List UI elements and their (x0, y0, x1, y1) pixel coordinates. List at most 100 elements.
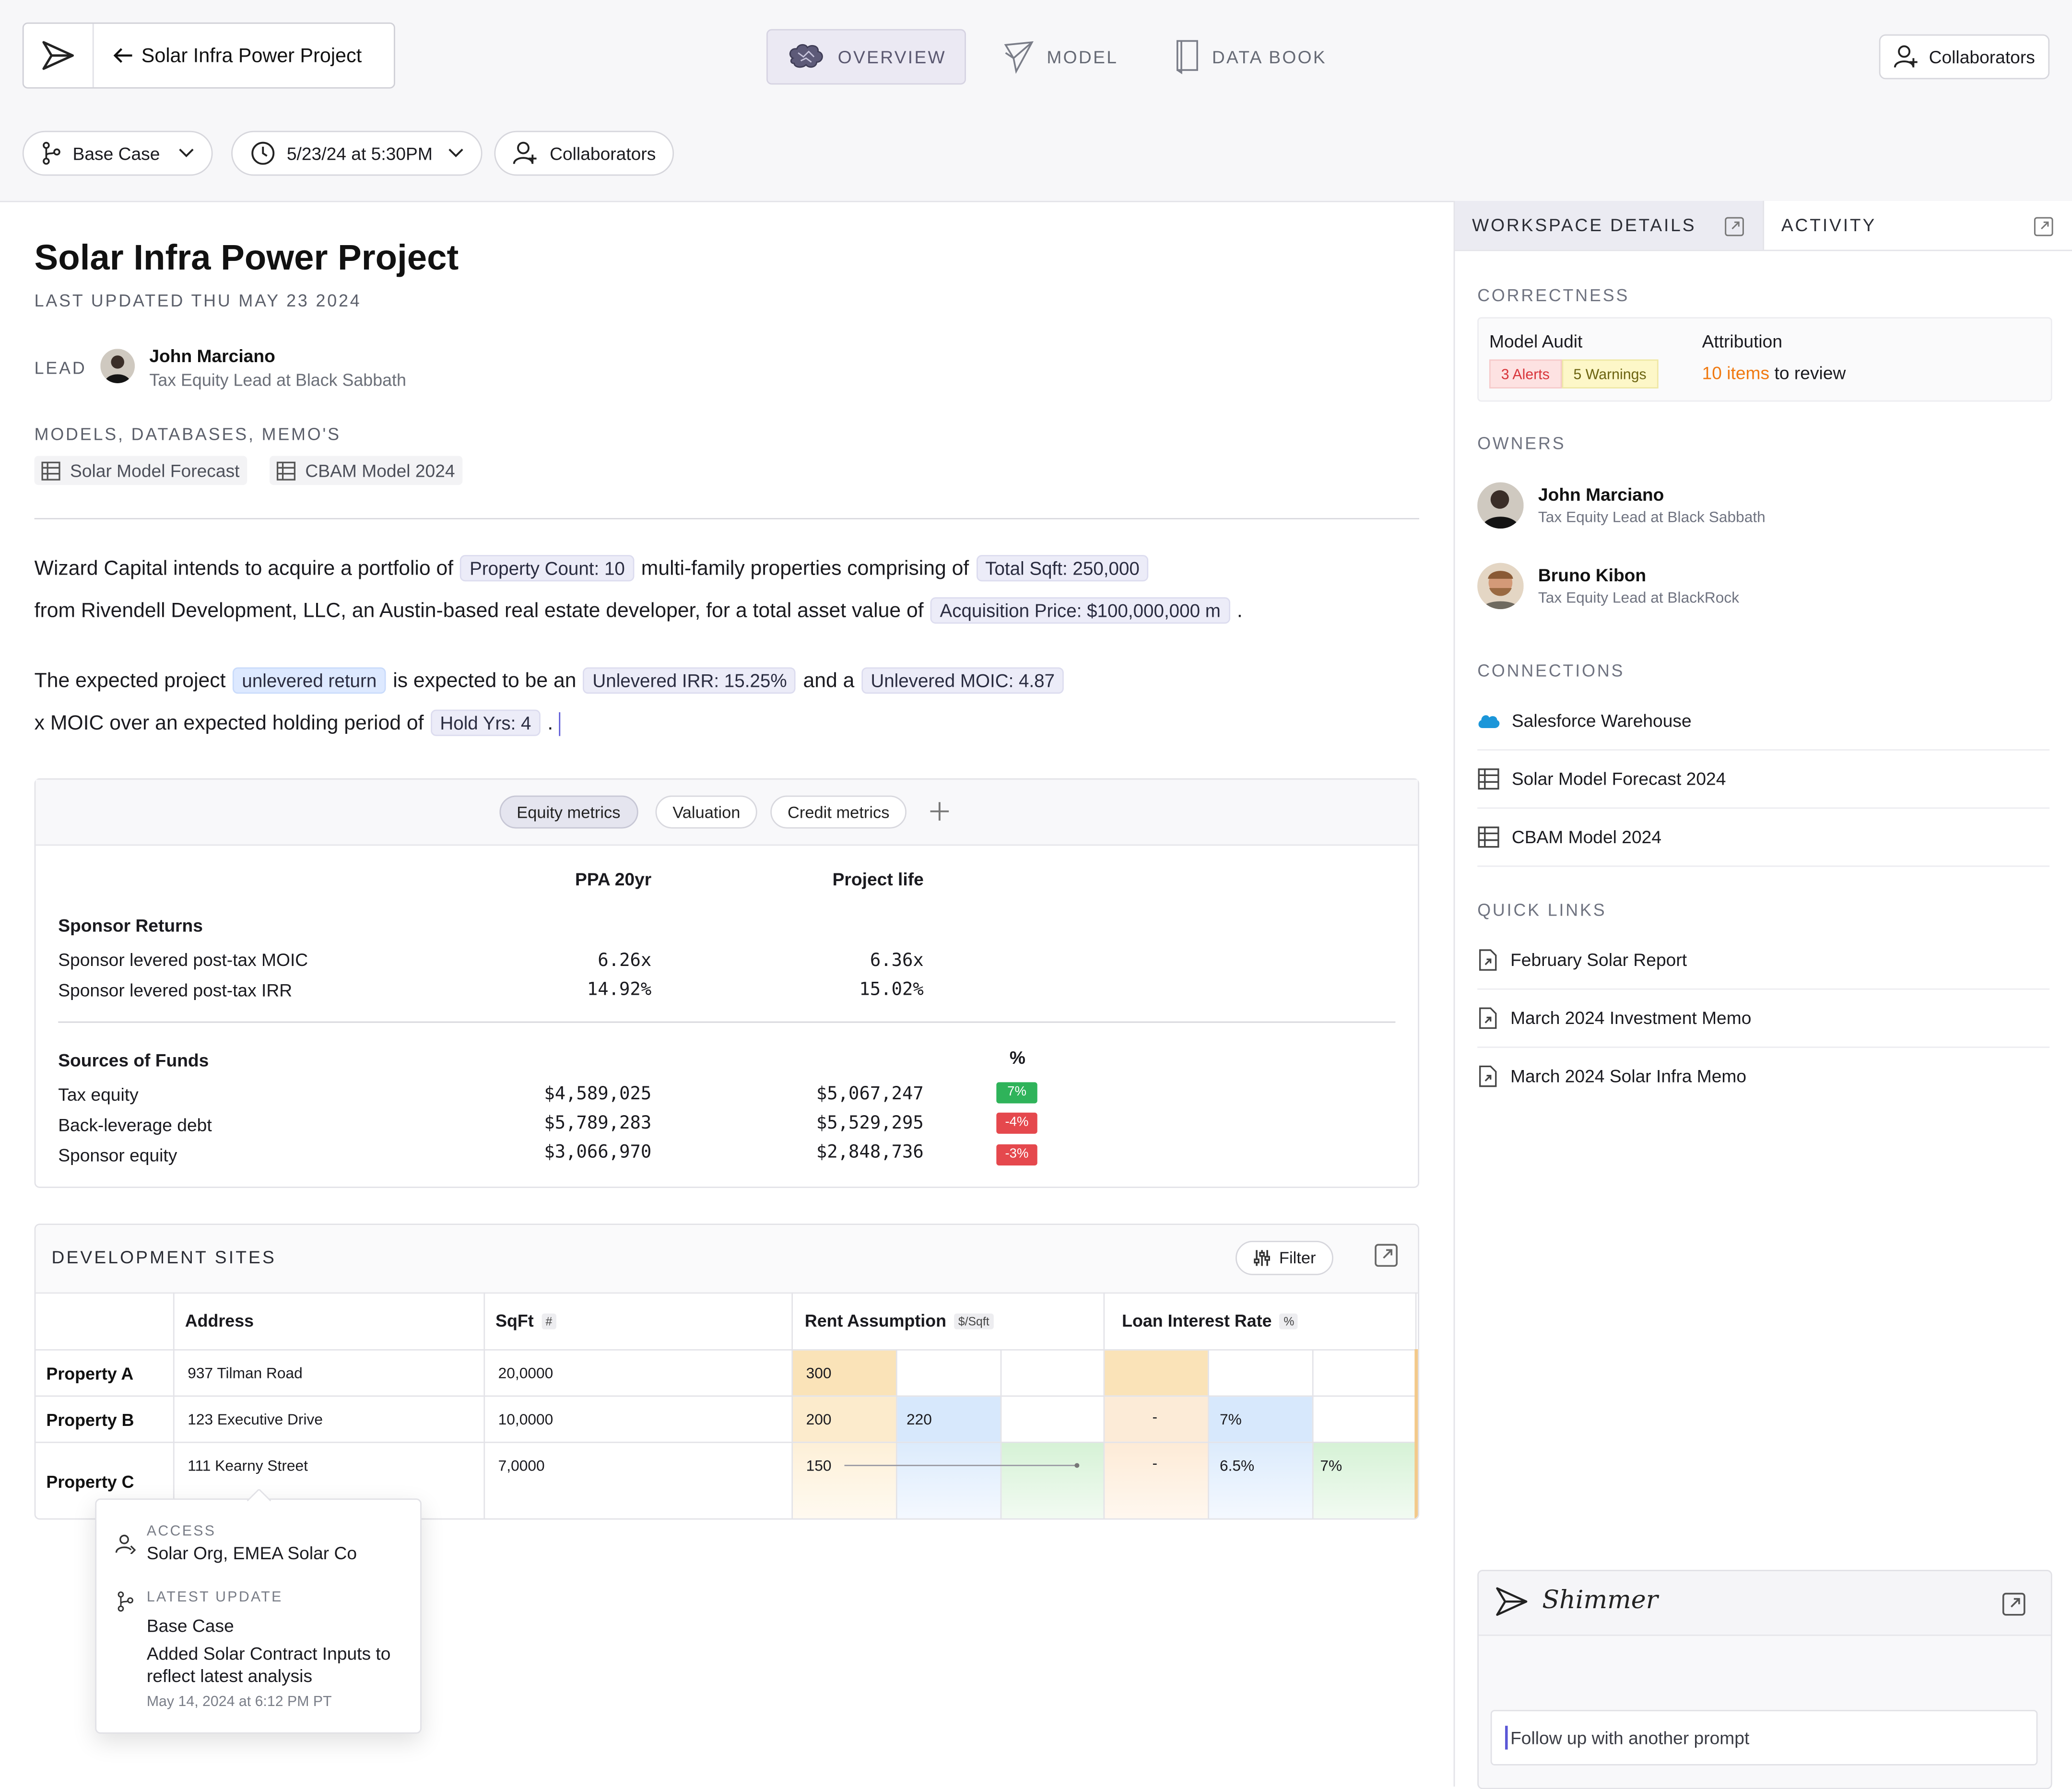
version-timestamp-selector[interactable]: 5/23/24 at 5:30PM (231, 130, 483, 176)
tab-model[interactable]: MODEL (985, 29, 1137, 85)
expand-icon[interactable] (2002, 1592, 2026, 1616)
warnings-badge[interactable]: 5 Warnings (1561, 359, 1659, 388)
column-header-address[interactable]: Address (185, 1311, 254, 1330)
variable-token-hold-years[interactable]: Hold Yrs: 4 (431, 709, 541, 736)
paper-plane-icon (1003, 40, 1035, 74)
column-header-rent[interactable]: Rent Assumption $/Sqft (805, 1311, 993, 1330)
metric-value: $2,848,736 (816, 1142, 924, 1163)
quick-link-february-report[interactable]: February Solar Report (1477, 931, 2050, 990)
divider (34, 518, 1419, 519)
collaborators-button-top[interactable]: Collaborators (1878, 34, 2050, 80)
tab-valuation[interactable]: Valuation (655, 795, 758, 829)
metrics-tabs: Equity metrics Valuation Credit metrics (35, 779, 1418, 846)
attribution-count: 10 items (1702, 363, 1770, 383)
add-tab-icon[interactable] (929, 801, 950, 822)
expand-icon[interactable] (2034, 217, 2053, 236)
heat-cell (1313, 1443, 1417, 1518)
variable-token-acquisition-price[interactable]: Acquisition Price: $100,000,000 m (930, 597, 1230, 624)
project-header-box: Solar Infra Power Project (22, 22, 395, 89)
tab-activity[interactable]: ACTIVITY (1781, 215, 1877, 235)
tab-overview[interactable]: OVERVIEW (766, 29, 966, 85)
audit-badges[interactable]: 3 Alerts 5 Warnings (1489, 359, 1659, 388)
branch-icon (115, 1591, 136, 1612)
model-link-label: Solar Model Forecast (70, 460, 240, 481)
metric-value: 14.92% (587, 979, 652, 1000)
summary-text: multi-family properties comprising of (641, 557, 969, 580)
column-header-ppa: PPA 20yr (575, 869, 652, 890)
branch-selector[interactable]: Base Case (22, 130, 213, 176)
address-cell[interactable]: 937 Tilman Road (188, 1366, 303, 1382)
summary-text: The expected project (34, 670, 226, 693)
owner-name: Bruno Kibon (1538, 565, 1647, 586)
filter-button[interactable]: Filter (1236, 1241, 1333, 1275)
sqft-cell[interactable]: 10,0000 (498, 1412, 553, 1429)
shimmer-assistant: Shimmer Follow up with another prompt (1477, 1570, 2052, 1789)
metric-row-label: Tax equity (58, 1084, 139, 1105)
variable-token-total-sqft[interactable]: Total Sqft: 250,000 (976, 555, 1149, 582)
variable-token-property-count[interactable]: Property Count: 10 (460, 555, 635, 582)
tab-workspace-details[interactable] (1455, 200, 1765, 250)
column-header-loan-rate[interactable]: Loan Interest Rate% (1122, 1311, 1298, 1330)
quick-link-solar-infra-memo[interactable]: March 2024 Solar Infra Memo (1477, 1048, 2049, 1105)
alerts-badge[interactable]: 3 Alerts (1489, 359, 1562, 388)
connection-cbam[interactable]: CBAM Model 2024 (1477, 809, 2050, 867)
address-cell[interactable]: 123 Executive Drive (188, 1412, 323, 1429)
collaborators-button-sub[interactable]: Collaborators (494, 130, 674, 176)
column-header-label: SqFt (495, 1311, 534, 1331)
loan-rate-cell[interactable]: 6.5% (1219, 1459, 1255, 1475)
sites-title: DEVELOPMENT SITES (51, 1247, 276, 1268)
attribution-summary[interactable]: 10 items to review (1702, 364, 1846, 383)
prompt-input[interactable]: Follow up with another prompt (1490, 1710, 2038, 1765)
variable-token-unlevered-irr[interactable]: Unlevered IRR: 15.25% (583, 667, 796, 694)
connection-solar-model[interactable]: Solar Model Forecast 2024 (1477, 751, 2050, 809)
address-cell[interactable]: 111 Kearny Street (188, 1459, 308, 1475)
shimmer-title: Shimmer (1542, 1586, 1658, 1615)
model-link-solar-forecast[interactable]: Solar Model Forecast (34, 456, 248, 485)
summary-text: . (547, 712, 553, 735)
lead-name: John Marciano (149, 346, 275, 366)
variable-token-unlevered-moic[interactable]: Unlevered MOIC: 4.87 (861, 667, 1064, 694)
heat-cell (1001, 1443, 1104, 1518)
loan-rate-cell[interactable]: - (1152, 1456, 1158, 1472)
metrics-card: Equity metrics Valuation Credit metrics … (34, 778, 1419, 1188)
rent-cell[interactable]: 220 (906, 1412, 932, 1429)
metric-row-label: Sponsor levered post-tax IRR (58, 980, 293, 1000)
tab-model-label: MODEL (1047, 47, 1118, 67)
rent-cell[interactable]: 150 (806, 1459, 832, 1475)
metric-row-label: Sponsor equity (58, 1145, 177, 1165)
variable-token-unlevered-return[interactable]: unlevered return (233, 667, 386, 694)
sqft-cell[interactable]: 20,0000 (498, 1366, 553, 1382)
row-label-property-a[interactable]: Property A (46, 1364, 134, 1384)
back-to-project-button[interactable]: Solar Infra Power Project (94, 44, 362, 67)
update-caption: LATEST UPDATE (146, 1589, 283, 1606)
main-nav-tabs: OVERVIEW MODEL DATA BOOK (766, 29, 1345, 85)
column-header-sqft[interactable]: SqFt # (495, 1311, 556, 1330)
tab-data-book[interactable]: DATA BOOK (1155, 29, 1345, 85)
loan-rate-cell[interactable]: 7% (1320, 1459, 1342, 1475)
summary-line-3: The expected project unlevered return is… (35, 667, 1066, 694)
shimmer-header: Shimmer (1478, 1571, 2051, 1636)
connection-salesforce[interactable]: Salesforce Warehouse (1477, 693, 2050, 751)
page-title: Solar Infra Power Project (34, 237, 459, 278)
model-link-cbam[interactable]: CBAM Model 2024 (270, 456, 463, 485)
unit-badge: % (1280, 1313, 1298, 1329)
metric-value: 15.02% (859, 979, 924, 1000)
row-label-property-c[interactable]: Property C (46, 1472, 134, 1492)
rent-cell[interactable]: 300 (806, 1366, 832, 1382)
tab-equity-metrics[interactable]: Equity metrics (499, 795, 638, 829)
sqft-cell[interactable]: 7,0000 (498, 1459, 545, 1475)
loan-rate-cell[interactable]: 7% (1219, 1412, 1242, 1429)
rent-cell[interactable]: 200 (806, 1412, 832, 1429)
lead-role: Tax Equity Lead at Black Sabbath (149, 370, 406, 390)
tab-credit-metrics[interactable]: Credit metrics (770, 795, 907, 829)
owner-name: John Marciano (1538, 485, 1664, 505)
row-label-property-b[interactable]: Property B (46, 1410, 134, 1430)
loan-rate-cell[interactable]: - (1152, 1410, 1158, 1426)
text-cursor (559, 712, 561, 736)
change-badge: -4% (996, 1112, 1037, 1134)
expand-icon[interactable] (1374, 1244, 1398, 1268)
expand-icon[interactable] (1724, 217, 1744, 236)
app-logo-icon[interactable] (24, 24, 94, 87)
collaborators-label: Collaborators (1929, 47, 2035, 67)
quick-link-investment-memo[interactable]: March 2024 Investment Memo (1477, 990, 2050, 1048)
